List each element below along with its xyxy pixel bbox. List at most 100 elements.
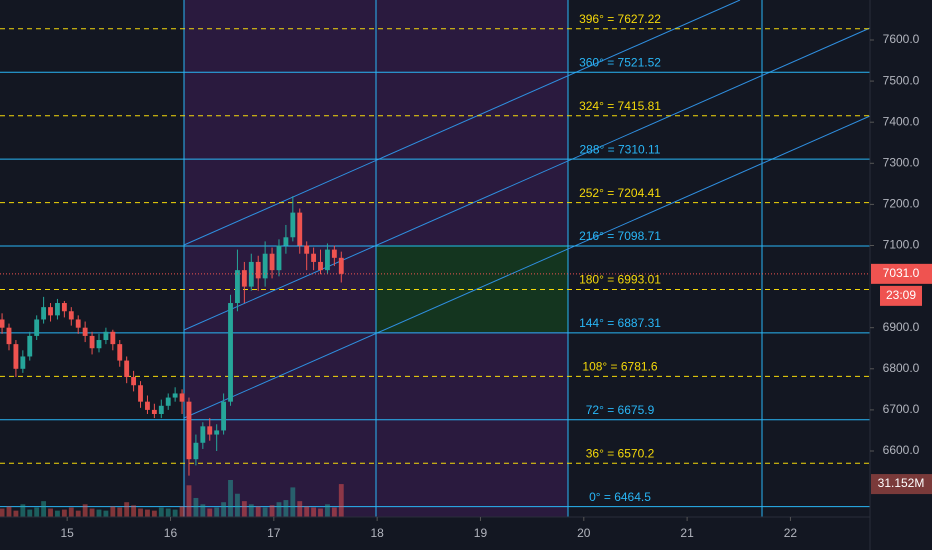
gann-box-green bbox=[376, 245, 568, 332]
y-tick-label: 6600.0 bbox=[883, 443, 920, 457]
x-tick-label: 18 bbox=[370, 526, 384, 540]
candle-body bbox=[179, 393, 185, 402]
volume-bar bbox=[131, 505, 137, 517]
gann-level-label: 288° = 7310.11 bbox=[580, 142, 661, 156]
gann-fan-lines bbox=[183, 0, 871, 419]
countdown-badge bbox=[880, 285, 922, 306]
candle-body bbox=[96, 340, 102, 349]
candle-body bbox=[193, 442, 199, 460]
candle-body bbox=[172, 393, 178, 398]
volume-bar bbox=[235, 493, 240, 517]
volume-label: 31.152M bbox=[878, 476, 925, 490]
candle-body bbox=[75, 319, 81, 328]
volume-bar bbox=[103, 510, 109, 517]
candle-body bbox=[131, 377, 137, 386]
candle-body bbox=[262, 253, 268, 279]
volume-bar bbox=[241, 501, 247, 517]
volume-bar bbox=[165, 508, 171, 517]
last-price-label: 7031.0 bbox=[883, 266, 920, 280]
candle-body bbox=[117, 344, 123, 361]
candle-body bbox=[304, 245, 310, 254]
candle-body bbox=[13, 344, 19, 369]
volume-bar bbox=[75, 510, 81, 517]
candle-body bbox=[297, 212, 303, 246]
gann-level-label: 72° = 6675.9 bbox=[586, 403, 655, 417]
volume-bar bbox=[186, 485, 192, 517]
candle-body bbox=[34, 319, 40, 336]
x-tick-label: 21 bbox=[680, 526, 694, 540]
candle-body bbox=[290, 212, 296, 238]
volume-bar bbox=[6, 506, 12, 517]
y-tick-label: 7200.0 bbox=[883, 197, 920, 211]
gann-level-label: 216° = 7098.71 bbox=[579, 229, 661, 243]
volume-bar bbox=[283, 500, 289, 517]
gann-level-label: 0° = 6464.5 bbox=[589, 490, 651, 504]
candle-body bbox=[0, 319, 5, 328]
volume-bar bbox=[221, 502, 227, 517]
volume-bar bbox=[89, 508, 95, 517]
y-tick-label: 7100.0 bbox=[883, 238, 920, 252]
x-tick-label: 17 bbox=[267, 526, 281, 540]
y-tick-label: 7400.0 bbox=[883, 114, 920, 128]
gann-level-label: 324° = 7415.81 bbox=[579, 99, 661, 113]
candle-body bbox=[248, 261, 254, 287]
volume-bar bbox=[68, 507, 74, 517]
gann-level-label: 36° = 6570.2 bbox=[586, 446, 655, 460]
candle-body bbox=[145, 401, 150, 410]
volume-bar bbox=[255, 506, 261, 517]
x-tick-label: 22 bbox=[784, 526, 798, 540]
gann-level-label: 144° = 6887.31 bbox=[579, 316, 661, 330]
candle-body bbox=[20, 356, 26, 369]
countdown-label: 23:09 bbox=[886, 288, 916, 302]
candle-body bbox=[41, 307, 47, 320]
candle-body bbox=[186, 401, 192, 460]
volume-bar bbox=[48, 508, 53, 517]
volume-bar bbox=[290, 487, 296, 517]
volume-bar bbox=[248, 504, 254, 517]
volume-bar bbox=[262, 507, 268, 517]
candle-body bbox=[228, 303, 233, 402]
candle-body bbox=[55, 303, 60, 316]
candle-body bbox=[241, 270, 247, 287]
gann-level-label: 180° = 6993.01 bbox=[579, 273, 661, 287]
candle-body bbox=[151, 409, 157, 415]
gann-level-label: 108° = 6781.6 bbox=[582, 360, 658, 374]
last-price-badge bbox=[871, 263, 932, 284]
volume-bar bbox=[55, 510, 60, 517]
candle-body bbox=[165, 397, 171, 406]
volume-bar bbox=[20, 504, 26, 517]
candle-body bbox=[158, 405, 164, 415]
candle-body bbox=[269, 253, 275, 271]
candle-body bbox=[311, 253, 317, 262]
volume-badge bbox=[871, 474, 932, 495]
volume-bar bbox=[158, 507, 164, 517]
volume-bar bbox=[96, 509, 102, 517]
volume-bar bbox=[27, 509, 33, 517]
candle-body bbox=[103, 331, 109, 341]
candle-body bbox=[89, 335, 95, 349]
volume-bar bbox=[311, 507, 317, 517]
candle-body bbox=[338, 257, 344, 274]
axes: 7600.0 7500.0 7400.0 7300.0 7200.0 7100.0 6900… bbox=[60, 32, 932, 540]
volume-bar bbox=[207, 508, 213, 517]
y-tick-label: 7300.0 bbox=[883, 155, 920, 169]
volume-bar bbox=[304, 506, 310, 517]
volume-bar bbox=[200, 504, 206, 517]
volume-bar bbox=[318, 508, 323, 517]
candle-body bbox=[276, 245, 282, 271]
candle-body bbox=[207, 426, 213, 435]
candle-body bbox=[124, 360, 130, 378]
y-tick-label: 6800.0 bbox=[883, 361, 920, 375]
volume-bar bbox=[338, 484, 344, 517]
gann-level-label: 396° = 7627.22 bbox=[579, 12, 661, 26]
candle-body bbox=[61, 303, 67, 312]
candle-body bbox=[82, 327, 88, 336]
candle-body bbox=[221, 401, 227, 431]
volume-bar bbox=[172, 509, 178, 517]
candle-body bbox=[318, 261, 323, 271]
candle-body bbox=[27, 335, 33, 357]
volume-bar bbox=[41, 501, 47, 517]
candle-body bbox=[68, 311, 74, 320]
volume-bar bbox=[193, 497, 199, 517]
